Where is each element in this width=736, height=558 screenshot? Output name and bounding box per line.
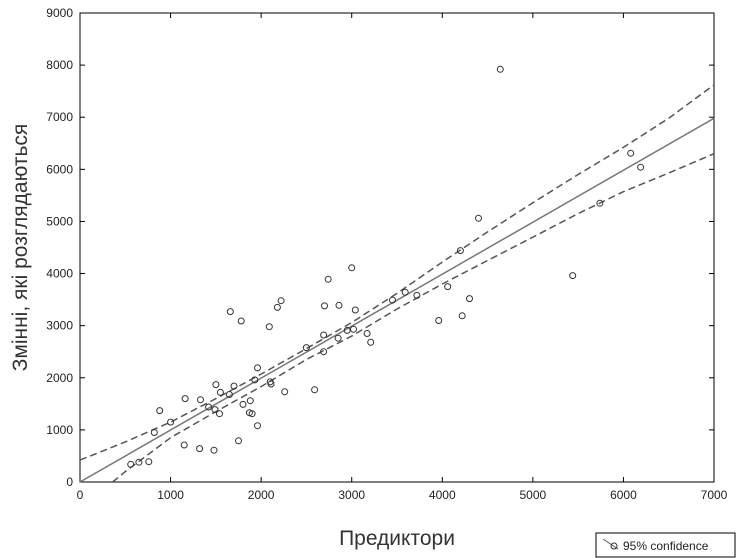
data-point: [267, 380, 275, 388]
x-tick-label: 4000: [429, 488, 456, 502]
data-point: [237, 317, 245, 325]
data-point: [569, 272, 577, 280]
data-series: [79, 65, 715, 483]
data-point: [456, 247, 464, 255]
data-point: [216, 388, 224, 396]
x-tick-label: 0: [77, 488, 84, 502]
data-point: [335, 301, 343, 309]
x-tick-label: 2000: [248, 488, 275, 502]
data-point: [320, 331, 328, 339]
plot-frame: [79, 12, 715, 483]
confidence-lower-line: [112, 153, 715, 483]
y-tick-label: 5000: [46, 214, 73, 228]
regression-line: [79, 117, 715, 483]
y-tick-label: 3000: [46, 319, 73, 333]
x-tick-label: 6000: [610, 488, 637, 502]
data-point: [167, 418, 175, 426]
x-tick-label: 3000: [338, 488, 365, 502]
plot-area: [79, 12, 715, 483]
x-tick-label: 5000: [520, 488, 547, 502]
data-point: [458, 312, 466, 320]
data-point: [496, 65, 504, 73]
data-point: [251, 376, 259, 384]
y-tick-label: 8000: [46, 58, 73, 72]
confidence-upper-line: [79, 84, 715, 461]
data-point: [156, 407, 164, 415]
data-point: [248, 410, 256, 418]
data-point: [135, 458, 143, 466]
data-point: [596, 199, 604, 207]
y-tick-label: 9000: [46, 6, 73, 20]
data-point: [212, 381, 220, 389]
data-point: [254, 422, 261, 430]
data-point: [246, 397, 254, 405]
data-point: [210, 446, 218, 454]
data-point: [311, 386, 319, 394]
y-tick-label: 1000: [46, 423, 73, 437]
x-axis-title: Предиктори: [339, 527, 455, 550]
data-point: [367, 338, 375, 346]
data-point: [265, 323, 273, 331]
data-point: [277, 297, 285, 305]
legend: 95% confidence: [595, 532, 736, 558]
y-axis-title: Змінні, які розглядаються: [9, 124, 32, 372]
data-point: [150, 429, 158, 436]
x-tick-label: 1000: [157, 488, 184, 502]
data-point: [475, 214, 482, 222]
data-point: [627, 149, 635, 157]
y-tick-label: 2000: [46, 371, 73, 385]
data-point: [181, 395, 189, 403]
legend-box: [595, 532, 736, 558]
data-point: [239, 400, 247, 408]
data-point: [145, 458, 153, 466]
y-tick-label: 0: [66, 475, 73, 489]
data-point: [281, 388, 289, 396]
x-tick-label: 7000: [701, 488, 728, 502]
data-point: [320, 348, 328, 356]
y-tick-label: 4000: [46, 267, 73, 281]
data-point: [363, 330, 371, 337]
data-point: [389, 296, 396, 304]
data-point: [444, 283, 452, 291]
data-point: [216, 410, 223, 418]
data-point: [225, 391, 233, 398]
data-point: [230, 382, 238, 390]
data-point: [637, 163, 645, 171]
legend-entry: 95% confidence: [623, 539, 709, 553]
data-point: [324, 275, 332, 283]
data-point: [435, 317, 443, 324]
data-point: [351, 306, 359, 314]
data-point: [196, 445, 204, 453]
data-point: [273, 303, 281, 311]
legend-marker-icon: [610, 542, 618, 550]
data-point: [466, 295, 473, 303]
data-point: [348, 264, 356, 272]
data-point: [302, 344, 310, 352]
data-point: [180, 441, 188, 449]
y-tick-label: 6000: [46, 162, 73, 176]
data-point: [350, 325, 357, 333]
data-point: [226, 308, 234, 316]
data-point: [127, 460, 135, 468]
legend-line-icon: [602, 538, 619, 550]
axis-ticks: 0 1000 2000 3000 4000 5000 6000 7000 0 1000 2000 30…: [46, 6, 727, 502]
data-point: [211, 406, 219, 414]
y-tick-label: 7000: [46, 110, 73, 124]
data-point: [334, 334, 342, 342]
data-point: [413, 291, 421, 299]
data-point: [321, 302, 328, 310]
data-point: [401, 288, 409, 296]
data-point: [205, 403, 213, 411]
data-point: [254, 364, 261, 372]
data-point: [235, 437, 242, 445]
data-point: [197, 396, 204, 404]
